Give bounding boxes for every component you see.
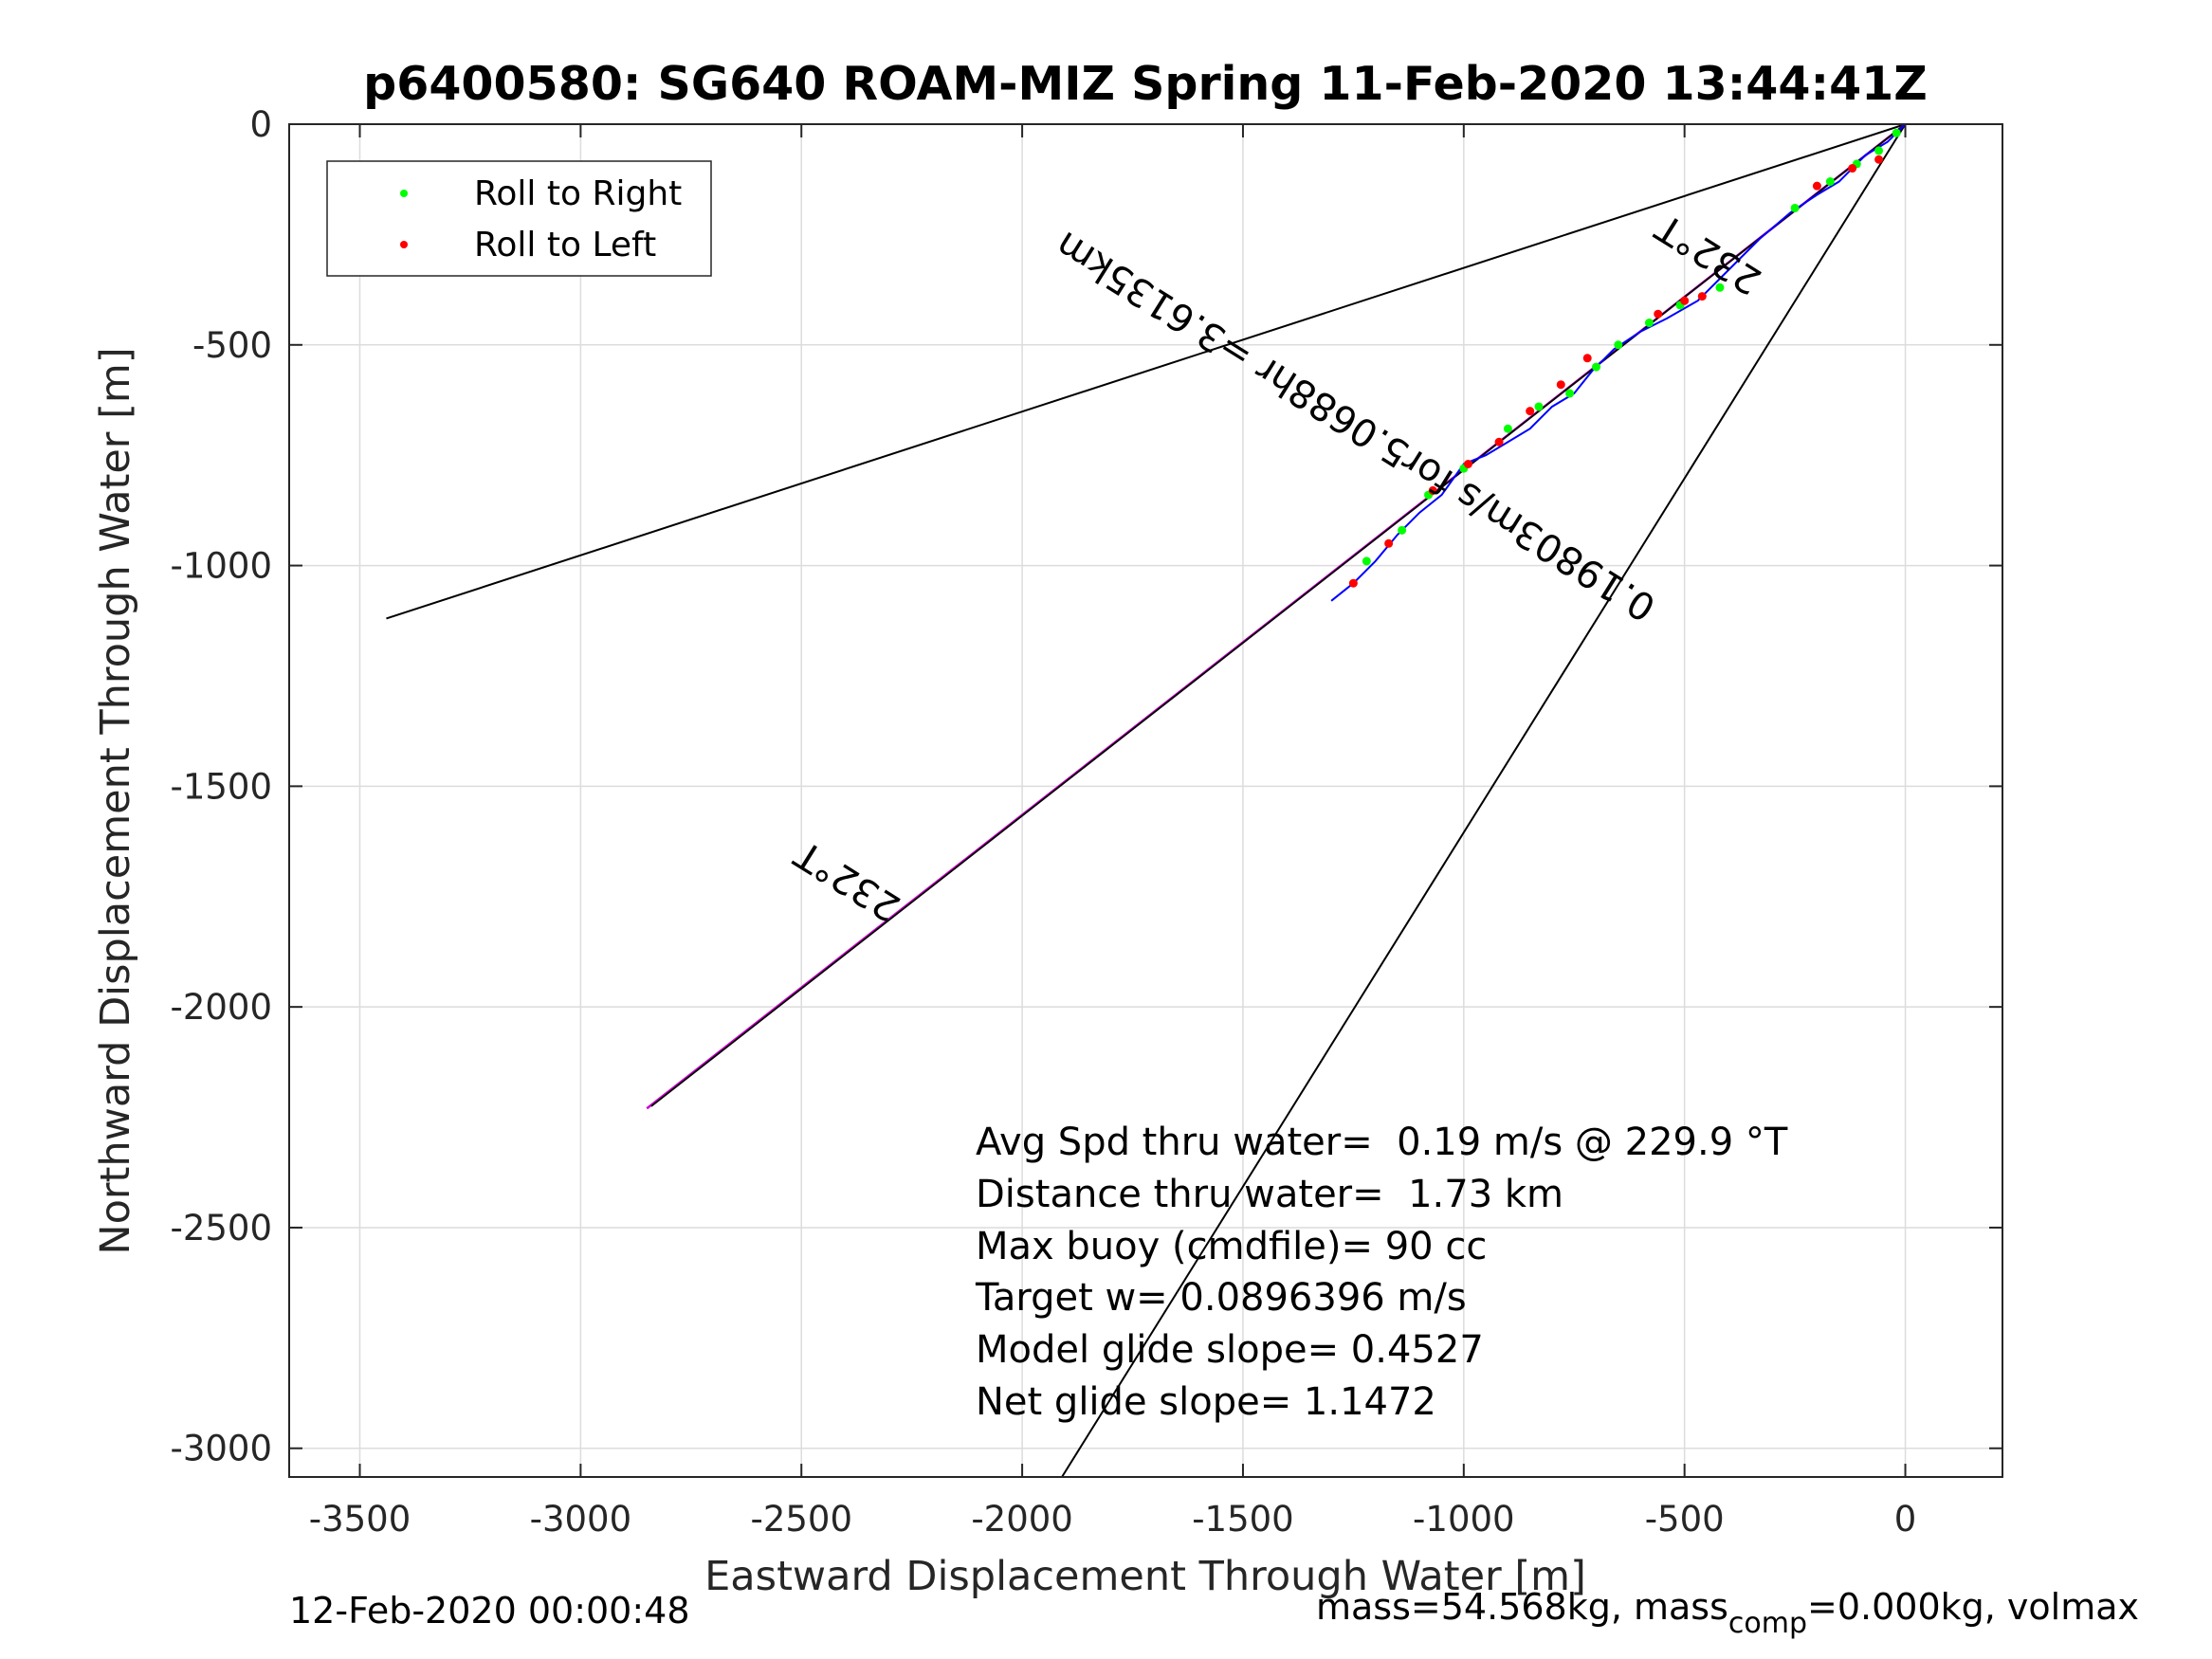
footer-mass-info: mass=54.568kg, masscomp=0.000kg, volmax xyxy=(1316,1586,2139,1640)
stats-block: Avg Spd thru water= 0.19 m/s @ 229.9 °T … xyxy=(975,1121,1788,1424)
legend-box xyxy=(326,160,712,277)
footer-mass-prefix: mass=54.568kg, mass xyxy=(1316,1586,1728,1628)
y-tick-label: -2500 xyxy=(170,1208,272,1249)
legend-label-roll-left: Roll to Left xyxy=(474,226,656,264)
roll-left-point xyxy=(1556,380,1565,390)
x-tick-label: -2500 xyxy=(750,1499,852,1540)
y-tick-label: 0 xyxy=(249,104,272,145)
footer-mass-sub: comp xyxy=(1728,1607,1807,1640)
x-tick-label: -1500 xyxy=(1192,1499,1294,1540)
footer-timestamp: 12-Feb-2020 00:00:48 xyxy=(289,1590,690,1632)
stat-distance: Distance thru water= 1.73 km xyxy=(976,1173,1563,1216)
legend-marker-roll-right xyxy=(400,190,408,197)
roll-left-point xyxy=(1697,292,1707,301)
legend: Roll to Right Roll to Left xyxy=(326,160,712,277)
roll-left-point xyxy=(1680,296,1690,305)
roll-left-point xyxy=(1428,485,1437,495)
y-axis-ticks: 0 -500 -1000 -1500 -2000 -2500 -3000 xyxy=(170,104,2002,1469)
chart-title: p6400580: SG640 ROAM-MIZ Spring 11-Feb-2… xyxy=(363,57,1928,111)
roll-right-point xyxy=(1825,177,1835,187)
roll-left-point xyxy=(1348,578,1358,588)
x-tick-label: -3000 xyxy=(530,1499,632,1540)
y-tick-label: -2000 xyxy=(170,987,272,1028)
roll-right-point xyxy=(1398,525,1407,535)
roll-left-point xyxy=(1384,538,1394,548)
x-axis-label: Eastward Displacement Through Water [m] xyxy=(704,1553,1586,1600)
plot-series xyxy=(386,124,1907,1477)
glider-track-line xyxy=(1330,124,1907,602)
plot-frame xyxy=(288,123,2003,1478)
upper-bound-line xyxy=(386,124,1906,620)
roll-left-point xyxy=(1494,437,1504,447)
roll-right-point xyxy=(1715,283,1725,292)
lower-bound-line xyxy=(1061,124,1907,1477)
roll-left-point xyxy=(1812,181,1821,191)
x-tick-label: -500 xyxy=(1645,1499,1725,1540)
stat-net-glide: Net glide slope= 1.1472 xyxy=(976,1380,1436,1424)
x-tick-label: -2000 xyxy=(971,1499,1073,1540)
roll-right-point xyxy=(1503,424,1512,433)
roll-left-point xyxy=(1654,309,1663,319)
heading-line xyxy=(650,124,1907,1107)
roll-right-point xyxy=(1565,389,1575,398)
roll-right-point xyxy=(1614,340,1623,350)
x-axis-ticks: -3500 -3000 -2500 -2000 -1500 -1000 -500 0 xyxy=(309,124,1917,1540)
x-tick-label: -3500 xyxy=(309,1499,411,1540)
roll-right-point xyxy=(1362,556,1371,566)
y-tick-label: -500 xyxy=(192,325,272,366)
roll-left-point xyxy=(1526,407,1535,416)
x-tick-label: 0 xyxy=(1894,1499,1917,1540)
roll-right-point xyxy=(1644,319,1654,328)
stat-max-buoy: Max buoy (cmdfile)= 90 cc xyxy=(976,1225,1487,1268)
legend-marker-roll-left xyxy=(400,241,408,248)
y-tick-label: -1000 xyxy=(170,546,272,587)
plot-area xyxy=(289,124,2002,1477)
roll-left-point xyxy=(1463,459,1472,468)
legend-label-roll-right: Roll to Right xyxy=(474,174,682,213)
roll-right-point xyxy=(1892,128,1901,137)
stat-model-glide: Model glide slope= 0.4527 xyxy=(976,1328,1484,1372)
roll-left-point xyxy=(1874,155,1884,164)
y-tick-label: -3000 xyxy=(170,1429,272,1469)
footer-mass-suffix: =0.000kg, volmax xyxy=(1807,1586,2139,1628)
grid-lines xyxy=(289,123,2002,1477)
y-axis-label: Northward Displacement Through Water [m] xyxy=(92,347,139,1254)
stat-target-w: Target w= 0.0896396 m/s xyxy=(975,1276,1467,1320)
stat-avg-speed: Avg Spd thru water= 0.19 m/s @ 229.9 °T xyxy=(976,1121,1788,1164)
roll-left-point xyxy=(1848,164,1857,173)
roll-right-point xyxy=(1592,362,1601,372)
roll-left-point xyxy=(1582,354,1592,363)
y-tick-label: -1500 xyxy=(170,766,272,807)
roll-right-point xyxy=(1790,203,1800,212)
roll-right-point xyxy=(1874,146,1884,155)
roll-right-point xyxy=(1534,402,1544,411)
x-tick-label: -1000 xyxy=(1413,1499,1515,1540)
